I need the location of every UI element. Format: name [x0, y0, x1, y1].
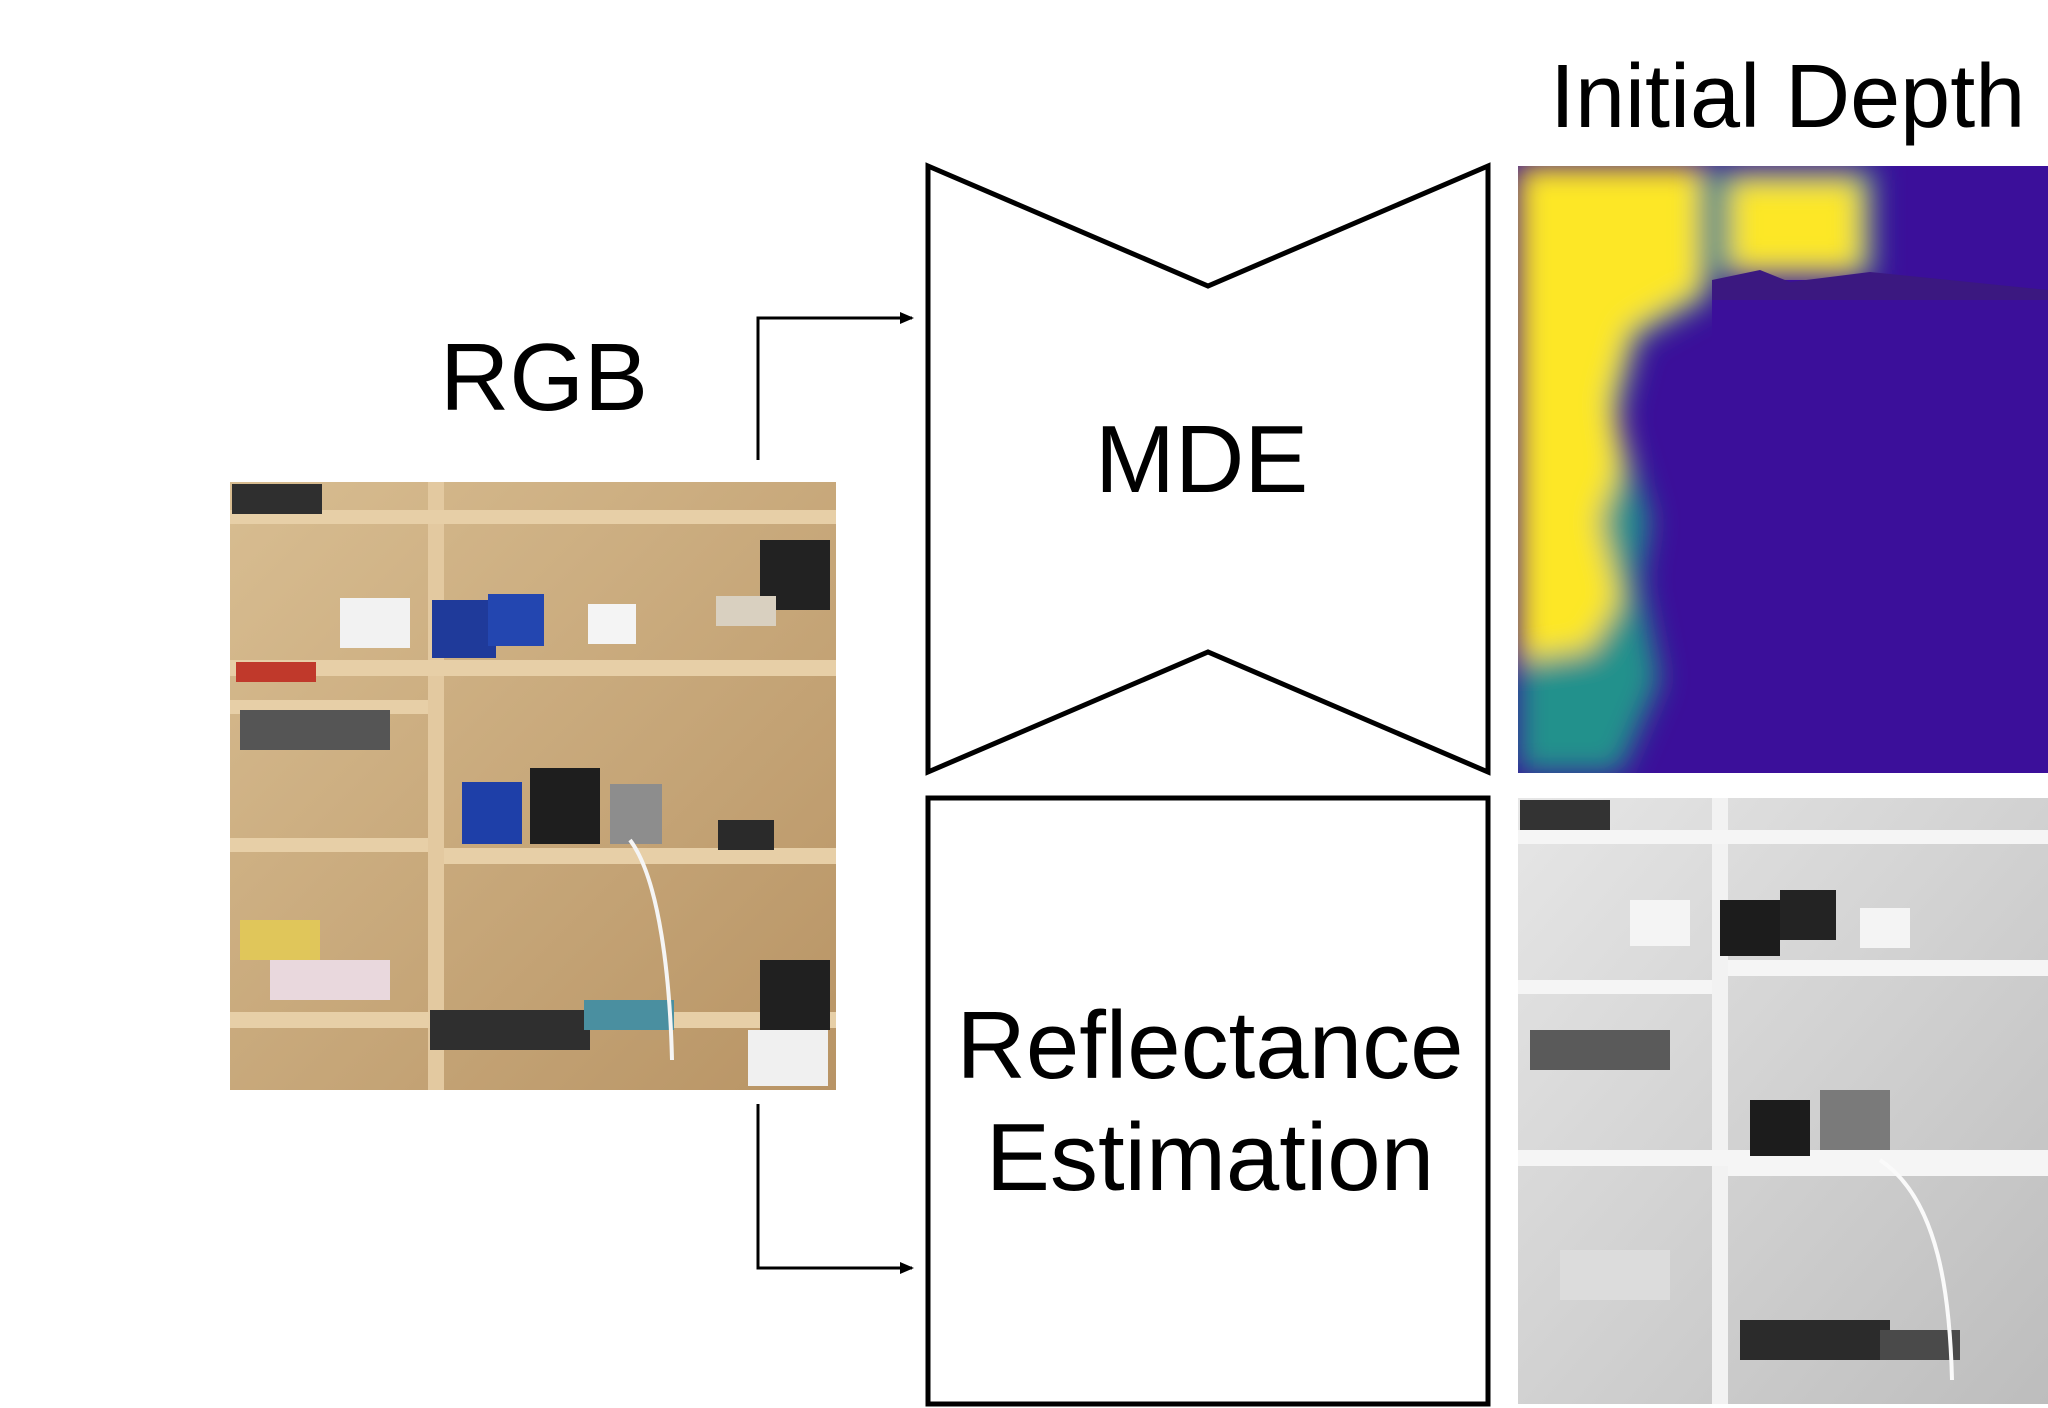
rgb-image: [230, 482, 836, 1090]
reflectance-estimation-label: Reflectance Estimation: [930, 990, 1490, 1214]
reflectance-label-line2: Estimation: [985, 1104, 1435, 1211]
arrow-to-reflectance: [756, 1104, 914, 1274]
rgb-label: RGB: [440, 324, 649, 431]
arrow-to-mde: [756, 312, 914, 460]
mde-label: MDE: [1095, 406, 1309, 513]
reflectance-label-line1: Reflectance: [956, 992, 1464, 1099]
depth-map: [1518, 166, 2048, 773]
reflectance-block: [925, 795, 1491, 1407]
reflectance-map: [1518, 798, 2048, 1404]
mde-network-block: [925, 162, 1491, 776]
initial-depth-label: Initial Depth: [1550, 47, 2026, 147]
